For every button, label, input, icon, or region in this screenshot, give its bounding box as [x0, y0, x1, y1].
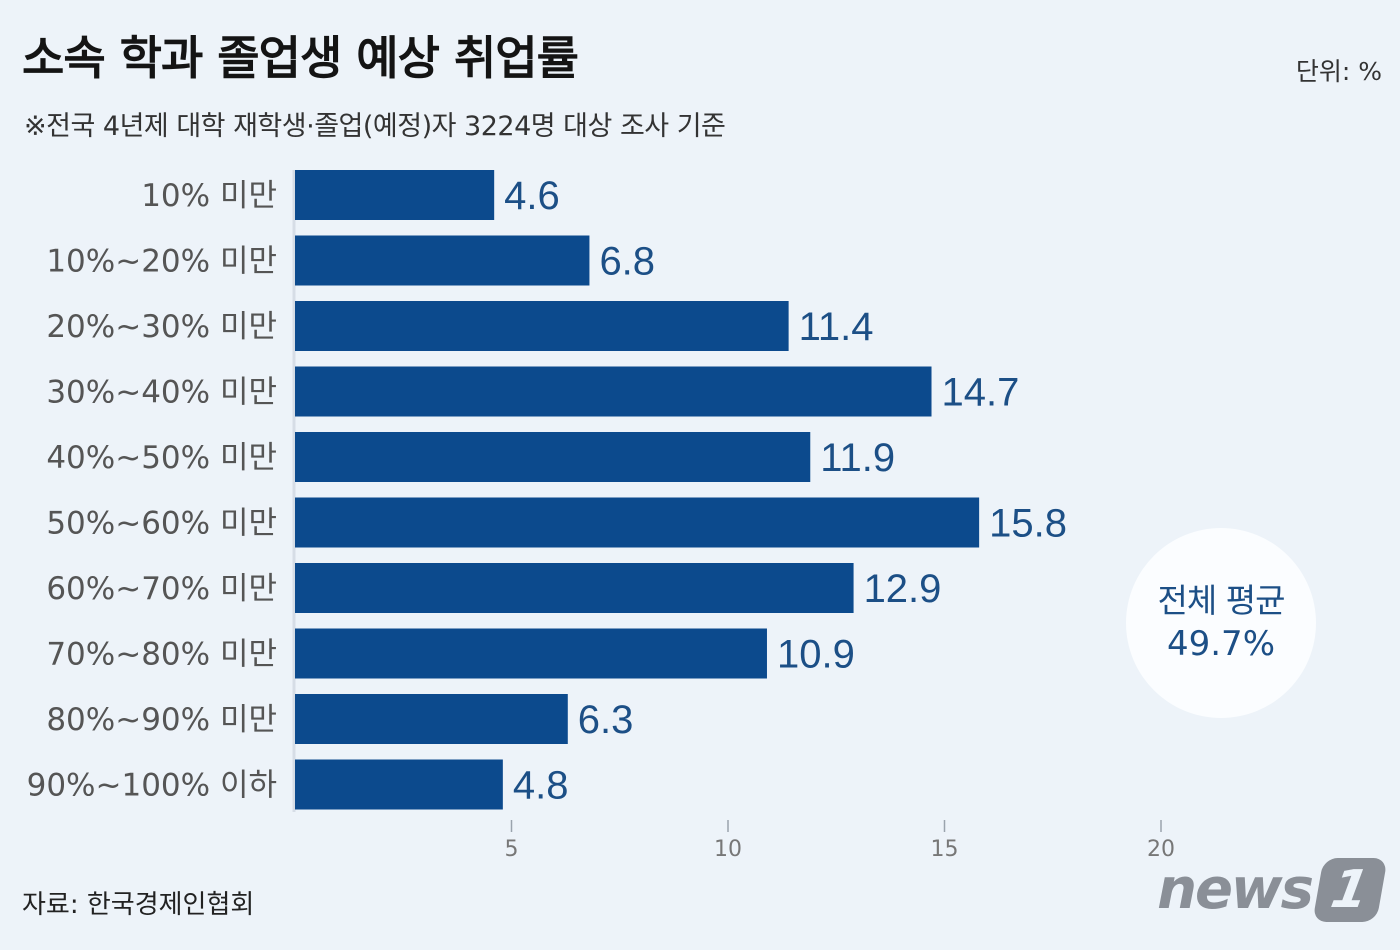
average-badge: 전체 평균 49.7%: [1126, 528, 1316, 718]
bar-5: [295, 497, 980, 548]
chart-title: 소속 학과 졸업생 예상 취업률: [22, 31, 579, 85]
unit-label: 단위: %: [1295, 57, 1382, 86]
x-tick-label-2: 15: [931, 837, 959, 862]
bar-1: [295, 235, 590, 286]
category-label-0: 10% 미만: [141, 178, 277, 214]
value-label-8: 6.3: [578, 698, 634, 742]
value-label-0: 4.6: [504, 174, 560, 218]
category-label-6: 60%~70% 미만: [46, 571, 277, 607]
bar-6: [295, 563, 854, 613]
value-label-6: 12.9: [864, 567, 942, 611]
bar-8: [295, 694, 568, 744]
category-label-8: 80%~90% 미만: [46, 702, 277, 738]
chart-subtitle: ※전국 4년제 대학 재학생·졸업(예정)자 3224명 대상 조사 기준: [24, 111, 726, 142]
logo-text: news: [1157, 857, 1314, 922]
value-label-3: 14.7: [942, 371, 1020, 415]
category-label-9: 90%~100% 이하: [27, 768, 277, 804]
value-label-5: 15.8: [989, 502, 1067, 546]
bar-9: [295, 759, 503, 810]
category-label-2: 20%~30% 미만: [46, 309, 277, 345]
logo-badge: 1: [1312, 858, 1388, 922]
category-label-5: 50%~60% 미만: [46, 506, 277, 542]
x-tick-label-3: 20: [1147, 837, 1175, 862]
value-label-9: 4.8: [513, 764, 569, 808]
category-label-4: 40%~50% 미만: [46, 440, 277, 476]
value-label-2: 11.4: [799, 305, 874, 349]
source-note: 자료: 한국경제인협회: [22, 890, 255, 920]
bar-7: [295, 628, 767, 679]
news1-logo: news 1: [1157, 857, 1388, 922]
x-tick-label-0: 5: [505, 837, 519, 862]
value-label-4: 11.9: [820, 436, 895, 480]
bar-2: [295, 301, 789, 351]
bar-4: [295, 432, 811, 482]
category-label-3: 30%~40% 미만: [46, 375, 277, 411]
x-tick-label-1: 10: [714, 837, 742, 862]
bar-0: [295, 170, 495, 220]
bar-3: [295, 366, 932, 417]
average-label: 전체 평균: [1157, 581, 1286, 620]
category-label-1: 10%~20% 미만: [46, 244, 277, 280]
average-value: 49.7%: [1166, 624, 1275, 664]
category-label-7: 70%~80% 미만: [46, 637, 277, 673]
value-label-7: 10.9: [777, 633, 855, 677]
value-label-1: 6.8: [599, 240, 655, 284]
